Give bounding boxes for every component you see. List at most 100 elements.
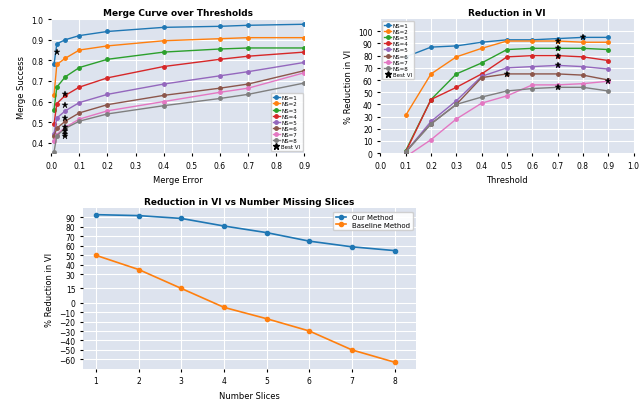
Baseline Method	[220, 305, 228, 310]
NS=1	[402, 55, 410, 60]
NS=8	[53, 134, 61, 139]
NS=2	[53, 63, 61, 68]
NS=3	[402, 149, 410, 154]
NS=5	[50, 132, 58, 137]
NS=2	[503, 40, 511, 45]
NS=4	[76, 85, 83, 90]
NS=3	[604, 48, 612, 53]
NS=6	[579, 73, 587, 78]
NS=4	[604, 59, 612, 64]
NS=4	[104, 76, 111, 81]
NS=3	[579, 47, 587, 52]
X-axis label: Merge Error: Merge Error	[153, 176, 203, 185]
NS=6	[50, 134, 58, 139]
Baseline Method	[391, 360, 399, 365]
NS=4	[216, 58, 224, 63]
NS=6	[427, 122, 435, 127]
NS=5	[216, 74, 224, 79]
NS=6	[529, 72, 536, 77]
NS=2	[216, 37, 224, 42]
Our Method	[348, 245, 356, 249]
NS=7	[160, 100, 168, 105]
NS=3	[160, 51, 168, 55]
NS=3	[529, 47, 536, 52]
NS=5	[160, 83, 168, 87]
Line: NS=6: NS=6	[404, 73, 610, 154]
NS=6	[76, 111, 83, 116]
Baseline Method	[177, 286, 185, 291]
Our Method	[305, 239, 313, 244]
NS=1	[427, 46, 435, 51]
NS=4	[427, 98, 435, 103]
NS=2	[50, 94, 58, 99]
NS=1	[244, 24, 252, 28]
NS=3	[50, 108, 58, 113]
NS=5	[427, 120, 435, 125]
Line: NS=2: NS=2	[52, 37, 306, 98]
NS=7	[244, 87, 252, 91]
NS=4	[478, 72, 486, 77]
NS=2	[301, 36, 308, 41]
NS=8	[402, 150, 410, 155]
NS=3	[301, 47, 308, 51]
NS=8	[104, 112, 111, 117]
NS=4	[301, 51, 308, 55]
NS=2	[427, 72, 435, 77]
NS=1	[503, 38, 511, 43]
NS=1	[61, 38, 69, 43]
NS=1	[76, 34, 83, 39]
NS=8	[529, 87, 536, 92]
NS=8	[478, 95, 486, 100]
Line: NS=8: NS=8	[52, 82, 306, 154]
Line: NS=7: NS=7	[404, 80, 610, 159]
NS=2	[76, 49, 83, 53]
NS=1	[554, 37, 561, 42]
NS=4	[503, 55, 511, 60]
Baseline Method	[263, 316, 271, 321]
Baseline Method	[305, 329, 313, 334]
NS=7	[529, 83, 536, 88]
NS=8	[216, 97, 224, 101]
NS=6	[604, 79, 612, 83]
NS=4	[50, 123, 58, 128]
Line: NS=3: NS=3	[404, 47, 610, 153]
Baseline Method	[348, 348, 356, 352]
NS=5	[478, 75, 486, 79]
Title: Reduction in VI: Reduction in VI	[468, 9, 546, 18]
Our Method	[391, 249, 399, 253]
NS=7	[554, 83, 561, 88]
NS=7	[579, 82, 587, 87]
NS=1	[478, 41, 486, 46]
Y-axis label: Merge Success: Merge Success	[17, 55, 26, 118]
Our Method	[177, 217, 185, 221]
NS=6	[452, 103, 460, 107]
NS=4	[402, 150, 410, 155]
Legend: NS=1, NS=2, NS=3, NS=4, NS=5, NS=6, NS=7, NS=8, Best VI: NS=1, NS=2, NS=3, NS=4, NS=5, NS=6, NS=7…	[382, 22, 414, 80]
Our Method	[220, 224, 228, 229]
NS=1	[53, 43, 61, 47]
NS=7	[503, 94, 511, 99]
NS=6	[216, 87, 224, 91]
NS=8	[503, 89, 511, 94]
Line: NS=2: NS=2	[404, 40, 610, 118]
NS=1	[104, 30, 111, 35]
NS=3	[216, 47, 224, 52]
NS=5	[554, 64, 561, 69]
NS=5	[604, 67, 612, 72]
NS=2	[554, 40, 561, 45]
NS=3	[53, 85, 61, 90]
NS=6	[301, 69, 308, 74]
NS=7	[76, 117, 83, 122]
NS=2	[529, 40, 536, 45]
Line: NS=3: NS=3	[52, 47, 306, 112]
NS=5	[301, 61, 308, 66]
NS=6	[554, 72, 561, 77]
NS=2	[604, 41, 612, 46]
NS=6	[244, 83, 252, 87]
NS=1	[301, 23, 308, 28]
NS=6	[53, 127, 61, 132]
NS=3	[244, 47, 252, 51]
NS=5	[53, 116, 61, 121]
X-axis label: Threshold: Threshold	[486, 176, 528, 185]
NS=5	[61, 109, 69, 114]
